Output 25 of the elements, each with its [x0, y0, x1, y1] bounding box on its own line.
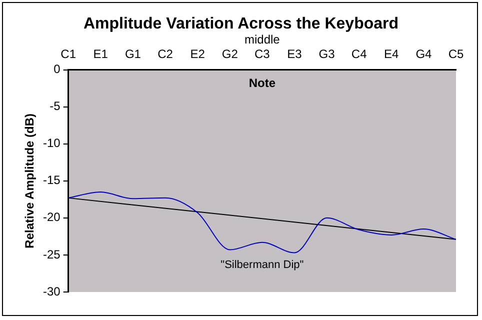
x-tick-label: G1 — [124, 46, 142, 61]
chart-title: Amplitude Variation Across the Keyboard — [83, 15, 399, 32]
y-tick-label: -20 — [43, 210, 61, 224]
y-tick-label: -5 — [50, 99, 61, 114]
x-tick-label: C1 — [60, 46, 76, 61]
x-tick-label: middle C3 — [244, 32, 280, 61]
y-tick-label: -15 — [43, 173, 61, 188]
x-tick-label: E3 — [287, 46, 302, 61]
x-tick-label: E1 — [93, 46, 108, 61]
y-tick-label: -25 — [43, 247, 61, 262]
y-tick-label: -10 — [43, 136, 61, 150]
y-axis-title: Relative Amplitude (dB) — [22, 113, 36, 248]
x-tick-label: C5 — [448, 46, 464, 61]
x-tick-label: C2 — [158, 46, 174, 61]
x-tick-label: G2 — [222, 46, 238, 61]
x-axis-title: Note — [248, 76, 276, 90]
x-tick-label: E4 — [384, 46, 400, 61]
x-tick-label: E2 — [190, 46, 206, 61]
x-tick-label: G4 — [416, 46, 432, 61]
x-tick-label: G3 — [318, 46, 336, 61]
y-tick-label: -30 — [43, 284, 61, 298]
x-tick-label: C4 — [351, 46, 368, 61]
y-tick-label: 0 — [54, 62, 61, 76]
line-series — [68, 192, 456, 254]
annotation: "Silbermann Dip" — [220, 259, 304, 272]
